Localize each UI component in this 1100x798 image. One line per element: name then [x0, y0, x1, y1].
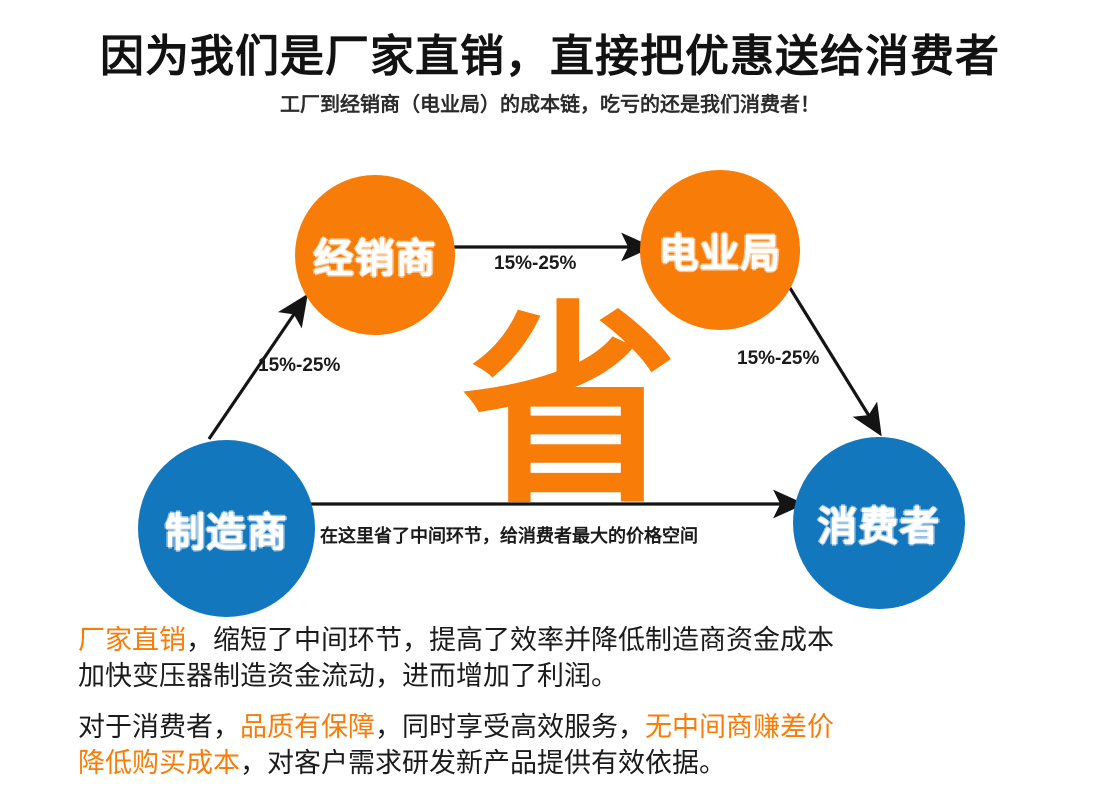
node-consumer-label: 消费者 — [817, 505, 941, 549]
edge-label-maker-to-consumer: 在这里省了中间环节，给消费者最大的价格空间 — [320, 526, 698, 546]
edge-label-maker-to-dealer: 15%-25% — [258, 355, 341, 376]
copy-p1-line2: 加快变压器制造资金流动，进而增加了利润。 — [78, 661, 618, 691]
copy-p2-highlight-lower-cost: 降低购买成本 — [78, 748, 240, 778]
copy-p2-tail: ，对客户需求研发新产品提供有效依据。 — [240, 748, 726, 778]
copy-p2-highlight-quality: 品质有保障 — [240, 712, 375, 742]
edge-label-dealer-to-bureau: 15%-25% — [494, 253, 577, 274]
page-subtitle: 工厂到经销商（电业局）的成本链，吃亏的还是我们消费者！ — [280, 94, 820, 116]
copy-paragraph-1: 厂家直销，缩短了中间环节，提高了效率并降低制造商资金成本加快变压器制造资金流动，… — [78, 622, 1038, 694]
savings-character: 省 — [462, 287, 678, 528]
node-consumer[interactable]: 消费者 — [793, 437, 965, 609]
copy-p2-mid: ，同时享受高效服务， — [375, 712, 645, 742]
node-manufacturer[interactable]: 制造商 — [138, 440, 315, 617]
cost-chain-diagram: 省 经销商 电业局 制造商 消费者 15%-25% 15%-25% 15%-25… — [0, 140, 1100, 620]
edge-label-bureau-to-consumer: 15%-25% — [737, 348, 820, 369]
diagram-arrows-layer — [207, 232, 882, 519]
node-dealer[interactable]: 经销商 — [295, 175, 455, 335]
arrow-maker-to-dealer — [207, 293, 308, 440]
page-title: 因为我们是厂家直销，直接把优惠送给消费者 — [100, 32, 1000, 81]
copy-p2-lead: 对于消费者， — [78, 712, 240, 742]
node-power-bureau[interactable]: 电业局 — [640, 170, 800, 330]
node-dealer-label: 经销商 — [313, 237, 437, 281]
node-power-bureau-label: 电业局 — [658, 232, 782, 276]
copy-p1-highlight-direct-sales: 厂家直销 — [78, 625, 186, 655]
copy-p2-highlight-no-middleman: 无中间商赚差价 — [645, 712, 834, 742]
arrow-bureau-to-consumer — [788, 287, 882, 437]
copy-p1-rest: ，缩短了中间环节，提高了效率并降低制造商资金成本 — [186, 625, 834, 655]
benefits-copy: 厂家直销，缩短了中间环节，提高了效率并降低制造商资金成本加快变压器制造资金流动，… — [78, 622, 1038, 781]
copy-paragraph-2: 对于消费者，品质有保障，同时享受高效服务，无中间商赚差价降低购买成本，对客户需求… — [78, 709, 1038, 781]
node-manufacturer-label: 制造商 — [165, 510, 288, 555]
